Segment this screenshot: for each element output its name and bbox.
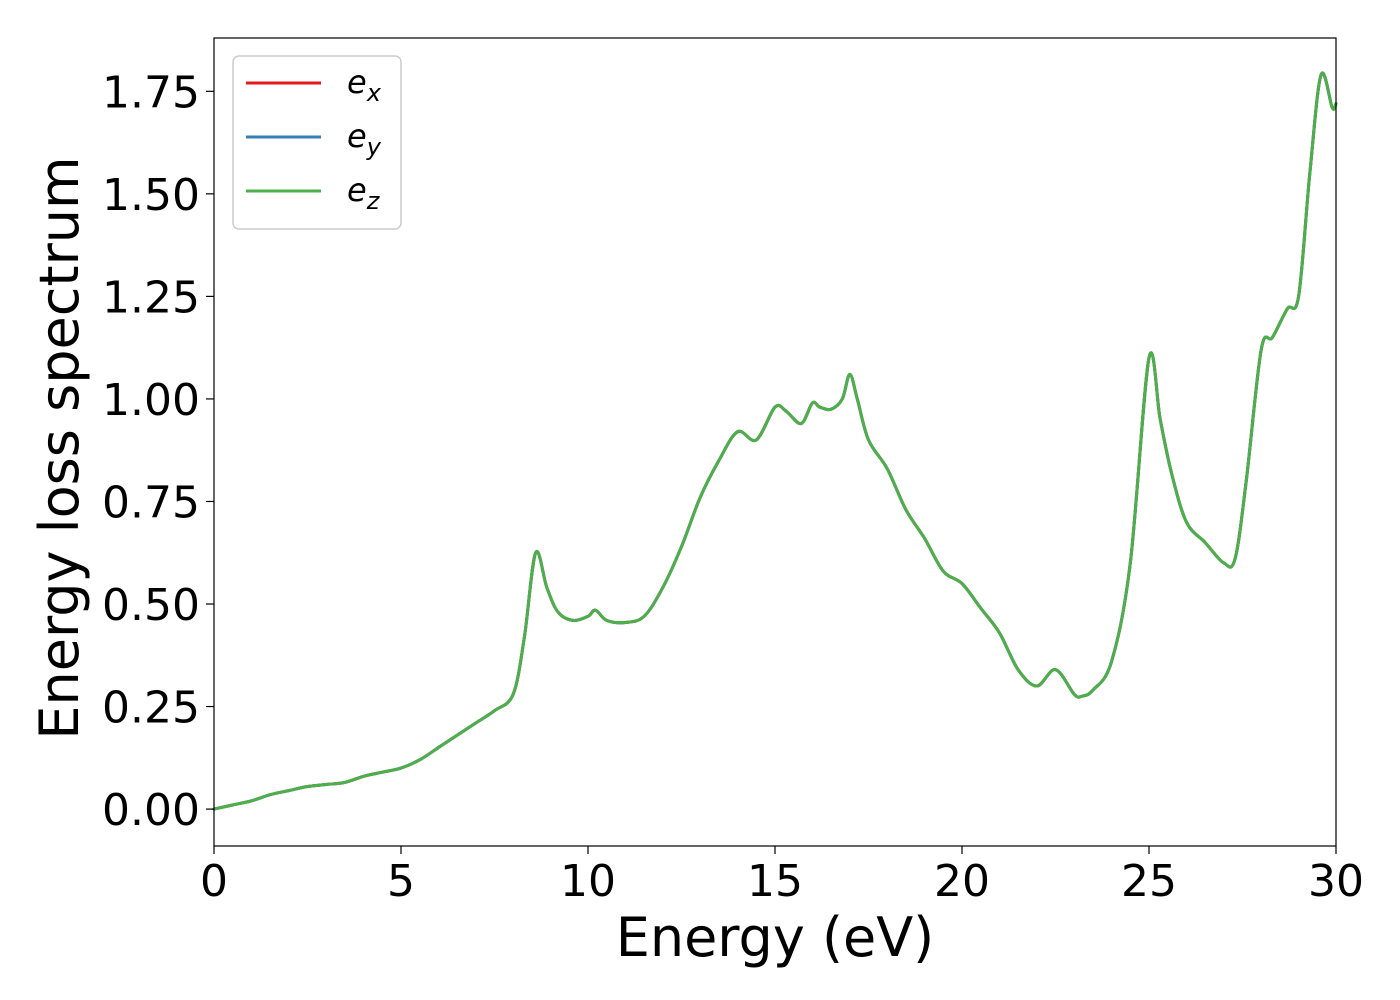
y-tick-label: 0.75 [102, 477, 200, 528]
plot-lines [212, 71, 1338, 811]
legend-box [232, 55, 402, 230]
legend-label: ey [347, 117, 382, 161]
y-tick-label: 1.00 [102, 375, 200, 426]
legend-label-base: e [347, 117, 367, 155]
series-line-e-z [212, 71, 1338, 811]
legend-entry: ey [246, 117, 382, 161]
y-tick-label: 0.25 [102, 683, 200, 734]
x-tick-label: 15 [747, 856, 803, 907]
y-tick-label: 0.00 [102, 785, 200, 836]
legend-label-base: e [347, 63, 367, 101]
legend-label: ez [347, 171, 381, 215]
legend-label: ex [347, 63, 382, 107]
y-axis-ticks: 0.00 0.25 0.50 0.75 1.00 1.25 1.50 1.75 [102, 67, 214, 836]
x-tick-label: 25 [1121, 856, 1177, 907]
legend-entry: ex [246, 63, 382, 107]
x-tick-label: 30 [1308, 856, 1364, 907]
legend-label-subscript: x [366, 79, 382, 107]
y-tick-label: 0.50 [102, 580, 200, 631]
x-axis-ticks: 0 5 10 15 20 25 30 [200, 846, 1364, 907]
x-tick-label: 10 [560, 856, 616, 907]
legend-label-subscript: y [366, 133, 382, 161]
x-tick-label: 0 [200, 856, 228, 907]
y-axis-title: Energy loss spectrum [28, 156, 91, 739]
y-tick-label: 1.25 [102, 272, 200, 323]
x-tick-label: 20 [934, 856, 990, 907]
legend-label-subscript: z [366, 187, 381, 215]
legend-entry: ez [246, 171, 381, 215]
x-axis-title: Energy (eV) [616, 906, 935, 969]
y-tick-label: 1.50 [102, 170, 200, 221]
y-tick-label: 1.75 [102, 67, 200, 118]
legend-label-base: e [347, 171, 367, 209]
x-tick-label: 5 [387, 856, 415, 907]
